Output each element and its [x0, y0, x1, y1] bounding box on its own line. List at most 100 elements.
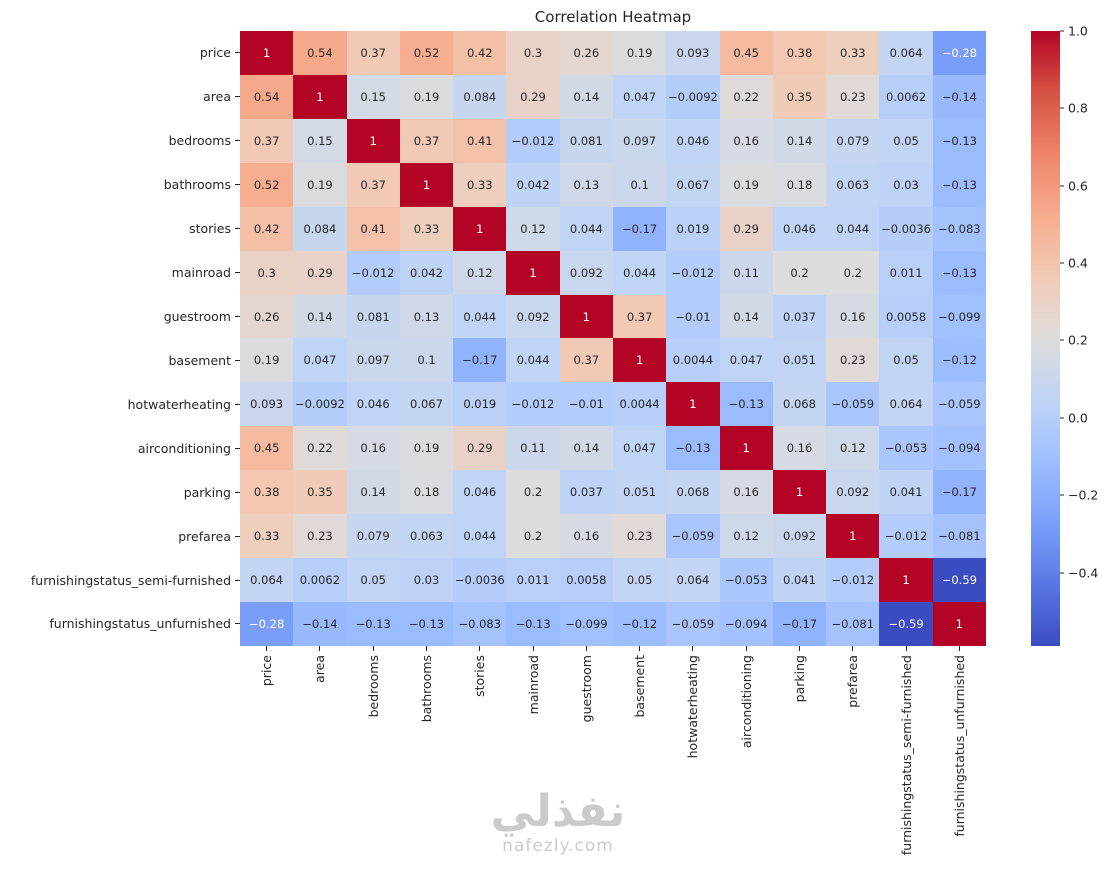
x-tick-mark	[798, 646, 800, 651]
colorbar-tick-label: 0.0	[1068, 410, 1088, 426]
heatmap-cell: 0.16	[346, 426, 400, 471]
x-tick-mark	[852, 646, 854, 651]
heatmap-cell: 0.0062	[879, 74, 933, 119]
y-axis-label: guestroom	[0, 295, 240, 339]
heatmap-cell: 1	[399, 162, 454, 207]
heatmap-cell: 0.067	[399, 382, 454, 427]
heatmap-cell: 0.0044	[612, 382, 667, 427]
heatmap-cell: 0.41	[346, 206, 400, 251]
x-tick-mark	[958, 646, 960, 651]
heatmap-cell: 0.22	[719, 74, 773, 119]
heatmap-cell: 0.019	[666, 206, 720, 251]
heatmap-cell: 0.37	[346, 162, 400, 207]
x-tick-mark	[585, 646, 587, 651]
heatmap-cell: 0.38	[240, 470, 294, 515]
heatmap-cell: −0.012	[666, 250, 720, 295]
heatmap-cell: 0.05	[879, 338, 933, 383]
heatmap-cell: −0.053	[879, 426, 933, 471]
y-tick-mark	[235, 579, 240, 581]
heatmap-cell: 0.1	[612, 162, 667, 207]
heatmap-cell: 0.067	[666, 162, 720, 207]
heatmap-cell: 0.33	[399, 206, 454, 251]
heatmap-cell: 0.063	[826, 162, 880, 207]
y-tick-mark	[235, 403, 240, 405]
heatmap-cell: 0.068	[772, 382, 827, 427]
heatmap-cell: 0.064	[879, 382, 933, 427]
heatmap-cell: 0.044	[826, 206, 880, 251]
heatmap-cell: 0.047	[612, 426, 667, 471]
heatmap-cell: −0.094	[932, 426, 986, 471]
y-tick-mark	[235, 140, 240, 142]
heatmap-cell: −0.0092	[293, 382, 347, 427]
heatmap-cell: 0.42	[453, 31, 507, 75]
colorbar-tick: 0.0	[1060, 410, 1088, 425]
y-axis-label: area	[0, 75, 240, 119]
heatmap-cell: 0.064	[240, 558, 294, 603]
chart-title: Correlation Heatmap	[534, 8, 692, 26]
heatmap-cell: 0.15	[293, 118, 347, 163]
heatmap-cell: 0.051	[612, 470, 667, 515]
heatmap-cell: −0.059	[826, 382, 880, 427]
heatmap-cell: 0.14	[719, 294, 773, 339]
heatmap-cell: 0.081	[559, 118, 613, 163]
heatmap-cell: 0.14	[559, 426, 613, 471]
y-tick-mark	[235, 228, 240, 230]
heatmap-cell: 0.0044	[666, 338, 720, 383]
y-tick-mark	[235, 315, 240, 317]
x-axis-label: furnishingstatus_semi-furnished	[879, 646, 932, 886]
colorbar-tick: 0.2	[1060, 333, 1088, 348]
heatmap-cell: 0.047	[293, 338, 347, 383]
heatmap-cell: 0.0058	[879, 294, 933, 339]
colorbar-tick: 1.0	[1060, 24, 1088, 39]
heatmap-cell: −0.099	[932, 294, 986, 339]
heatmap-cell: 0.064	[879, 31, 933, 75]
heatmap-cell: 0.044	[453, 514, 507, 559]
y-tick-mark	[235, 52, 240, 54]
heatmap-cell: 1	[453, 206, 507, 251]
colorbar-tick-label: −0.2	[1068, 487, 1099, 503]
heatmap-cell: 0.093	[240, 382, 294, 427]
heatmap-cell: −0.17	[453, 338, 507, 383]
heatmap-cell: 1	[559, 294, 613, 339]
heatmap-cell: 0.42	[240, 206, 294, 251]
heatmap-cell: 0.13	[399, 294, 454, 339]
colorbar-ticks: 1.0 0.8 0.6 0.4 0.2 0.0 −0.2 −0.4	[1060, 24, 1116, 646]
x-axis-label: parking	[773, 646, 826, 886]
x-axis-labels: price area bedrooms bathrooms stories mainroa…	[240, 646, 986, 886]
heatmap-cell: 0.52	[240, 162, 294, 207]
y-axis-label: airconditioning	[0, 426, 240, 470]
heatmap-cell: 0.011	[879, 250, 933, 295]
heatmap-cell: 0.079	[826, 118, 880, 163]
heatmap-cell: 0.35	[293, 470, 347, 515]
y-tick-mark	[235, 96, 240, 98]
heatmap-cell: 0.26	[240, 294, 294, 339]
colorbar-tick: 0.4	[1060, 256, 1088, 271]
x-axis-label: stories	[453, 646, 506, 886]
x-axis-label: area	[293, 646, 346, 886]
colorbar-tick-mark	[1060, 107, 1064, 109]
heatmap-cell: 0.092	[559, 250, 613, 295]
x-tick-mark	[425, 646, 427, 651]
heatmap-cell: −0.0036	[879, 206, 933, 251]
heatmap-cell: 1	[879, 558, 933, 603]
heatmap-cell: 0.047	[719, 338, 773, 383]
heatmap-cell: −0.099	[559, 602, 613, 646]
heatmap-cell: 0.23	[612, 514, 667, 559]
heatmap-cell: 0.19	[399, 74, 454, 119]
colorbar-tick-label: −0.4	[1068, 565, 1099, 580]
x-axis-label: mainroad	[506, 646, 559, 886]
x-axis-label: bedrooms	[347, 646, 400, 886]
heatmap-cell: 0.063	[399, 514, 454, 559]
heatmap-cell: 0.37	[399, 118, 454, 163]
colorbar-tick-mark	[1060, 339, 1064, 341]
heatmap-cell: 0.093	[666, 31, 720, 75]
heatmap-cell: 1	[932, 602, 986, 646]
heatmap-cell: 0.37	[612, 294, 667, 339]
heatmap-cell: 1	[346, 118, 400, 163]
y-tick-mark	[235, 623, 240, 625]
heatmap-cell: 0.046	[453, 470, 507, 515]
y-axis-label: furnishingstatus_unfurnished	[0, 602, 240, 646]
heatmap-cell: −0.13	[399, 602, 454, 646]
heatmap-cell: 0.037	[559, 470, 613, 515]
y-axis-label: bathrooms	[0, 163, 240, 207]
